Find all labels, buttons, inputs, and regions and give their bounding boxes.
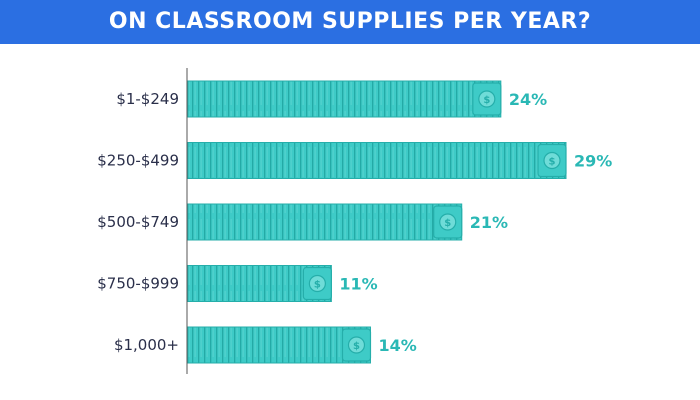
bar [187, 80, 502, 118]
value-label: 21% [470, 213, 508, 232]
value-label: 11% [339, 275, 377, 294]
category-label: $1-$249 [116, 90, 179, 108]
header-banner: ON CLASSROOM SUPPLIES PER YEAR? [0, 0, 700, 44]
value-label: 29% [574, 152, 612, 171]
category-label: $1,000+ [114, 336, 179, 354]
svg-text:$: $ [483, 95, 490, 106]
dollar-bill-icon: $ [341, 328, 372, 362]
dollar-bill-icon: $ [302, 266, 332, 301]
svg-text:$: $ [353, 341, 360, 352]
bar [187, 203, 463, 241]
dollar-bill-icon: $ [433, 205, 463, 239]
svg-text:$: $ [549, 157, 556, 168]
value-label: 14% [378, 336, 416, 355]
value-label: 24% [509, 90, 547, 109]
svg-text:$: $ [444, 218, 451, 229]
dollar-bill-icon: $ [537, 143, 567, 178]
category-label: $750-$999 [97, 275, 179, 293]
dollar-bill-icon: $ [472, 82, 502, 116]
svg-text:$: $ [314, 280, 321, 291]
category-label: $500-$749 [97, 213, 179, 231]
bar [187, 142, 567, 179]
bars-layer: $1-$249 $24% $250-$499 $29% $500-$749 $21% $75… [97, 80, 612, 364]
page-title: ON CLASSROOM SUPPLIES PER YEAR? [108, 9, 592, 34]
category-label: $250-$499 [97, 152, 179, 170]
